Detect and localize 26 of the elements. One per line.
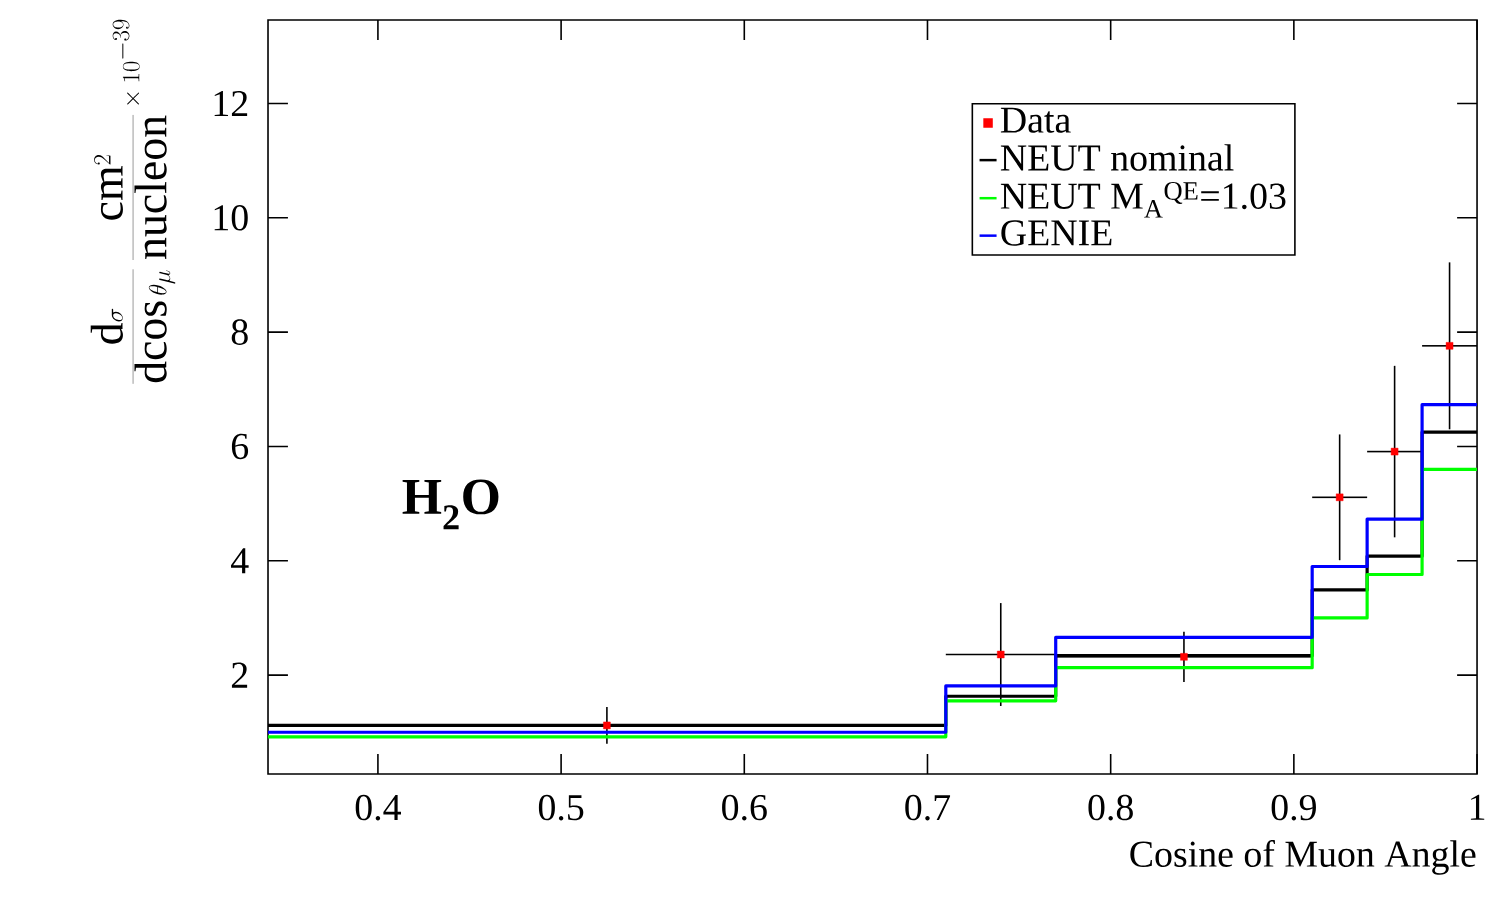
legend-label: NEUT nominal <box>1000 144 1234 171</box>
x-tick-label: 0.5 <box>538 794 584 821</box>
legend-label: NEUT M$_{A}$$^{QE}$=1.03 <box>1000 182 1286 218</box>
y-tick-label: 12 <box>214 90 248 116</box>
annotation: H$_{2}$O <box>402 479 499 530</box>
point <box>1180 653 1188 661</box>
y-tick-label: 6 <box>231 433 249 460</box>
x-tick-label: 0.9 <box>1271 794 1316 821</box>
legend-label: Data <box>1000 107 1071 133</box>
y-tick-label: 2 <box>231 662 248 688</box>
legend-label: GENIE <box>1001 220 1112 246</box>
point <box>1335 493 1344 501</box>
y-tick-label: 8 <box>231 319 248 345</box>
y-tick-label: 10 <box>214 205 248 231</box>
point <box>997 650 1005 659</box>
x-tick-label: 1 <box>1470 794 1485 820</box>
point <box>1390 447 1399 456</box>
y-tick-label: 4 <box>231 548 249 574</box>
x-tick-label: 0.8 <box>1088 794 1133 821</box>
x-tick-label: 0.6 <box>722 794 767 821</box>
x-axis-title: Cosine of Muon Angle <box>1130 839 1476 875</box>
point <box>603 721 611 730</box>
x-tick-label: 0.7 <box>905 794 951 821</box>
x-tick-label: 0.4 <box>355 794 401 821</box>
point <box>1445 342 1454 350</box>
y-axis-title: $\frac{\mathrm{d}\sigma}{\mathrm{d}\!\cos\theta_{\mu}}\;\frac{\mathrm{cm}^{2}}{\mathrm{nucleon}}\times 10^{-39}$ <box>90 19 176 384</box>
